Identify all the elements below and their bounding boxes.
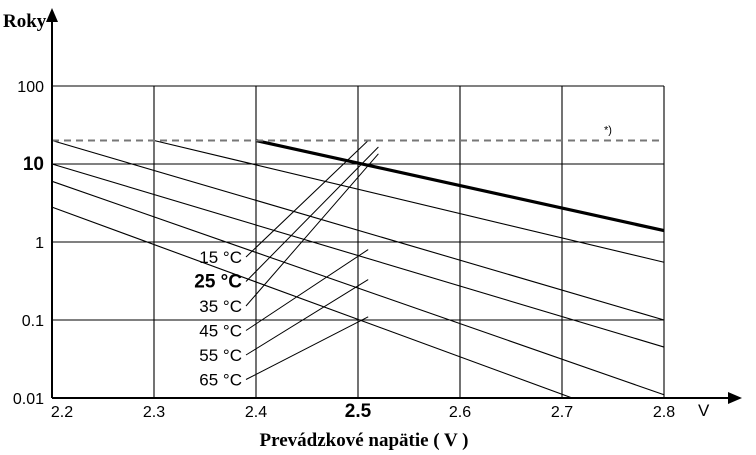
series-line [255, 138, 665, 233]
x-tick-label: 2.5 [345, 401, 372, 422]
x-tick-label: 2.8 [653, 404, 675, 421]
reference-line-group: *) [52, 125, 664, 142]
series-label: 45 °C [199, 322, 242, 341]
series-line [51, 139, 665, 321]
series-line [51, 206, 573, 399]
series-label-leader [245, 140, 369, 258]
y-axis-arrow [46, 8, 58, 22]
y-tick-label: 10 [23, 154, 44, 175]
reference-line-label: *) [604, 125, 612, 137]
x-tick-label: 2.4 [245, 404, 267, 421]
x-tick-labels: 2.2 2.3 2.4 2.5 2.6 2.7 2.8 [51, 401, 675, 422]
series-labels: 15 °C 25 °C 35 °C 45 °C 55 °C 65 °C [194, 248, 242, 390]
series-label: 35 °C [199, 297, 242, 316]
series-label-leaders [245, 140, 379, 380]
series-label-leader [245, 316, 369, 380]
x-tick-label: 2.2 [51, 404, 73, 421]
series-lines [51, 138, 665, 399]
series-label-leader [245, 146, 379, 282]
x-unit-label: V [698, 401, 710, 420]
y-tick-label: 100 [17, 79, 44, 96]
axes [46, 8, 742, 404]
x-axis-arrow [728, 392, 742, 404]
series-label: 55 °C [199, 346, 242, 365]
y-tick-label: 0.1 [22, 313, 44, 330]
series-line [153, 139, 665, 263]
y-tick-label: 0.01 [13, 391, 44, 408]
grid [52, 85, 665, 398]
x-tick-label: 2.6 [449, 404, 471, 421]
x-tick-label: 2.3 [143, 404, 165, 421]
series-label: 15 °C [199, 248, 242, 267]
x-tick-label: 2.7 [551, 404, 573, 421]
x-axis-label: Prevádzkové napätie ( V ) [260, 430, 469, 451]
y-tick-label: 1 [35, 235, 44, 252]
series-line [51, 180, 665, 396]
series-label-leader [245, 153, 379, 307]
series-label: 65 °C [199, 371, 242, 390]
series-line [51, 163, 665, 348]
series-label-leader [245, 279, 369, 356]
y-tick-labels: 100 10 1 0.1 0.01 [13, 79, 44, 408]
series-label: 25 °C [194, 272, 242, 293]
y-axis-label: Roky [3, 11, 47, 32]
series-label-leader [245, 249, 369, 331]
